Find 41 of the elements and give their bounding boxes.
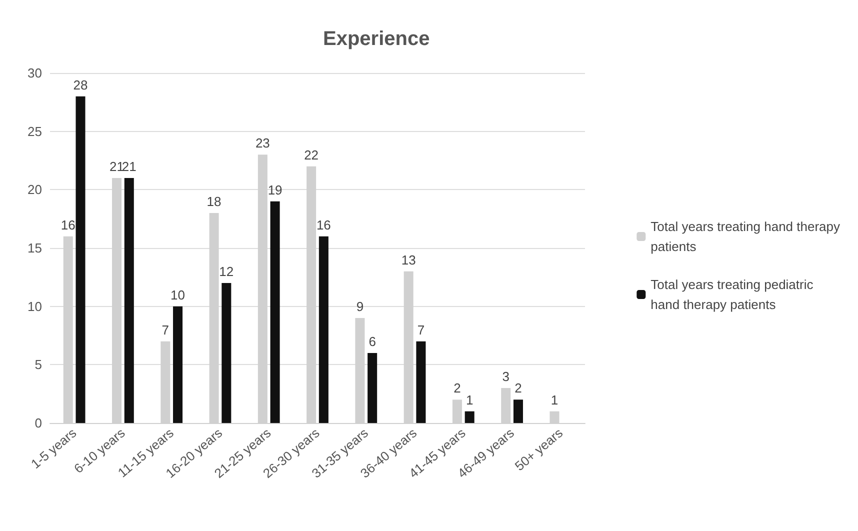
- bar: [318, 236, 328, 423]
- bar: [124, 178, 134, 423]
- y-tick-label: 25: [28, 124, 42, 139]
- data-label: 6: [368, 334, 376, 349]
- data-label: 1: [550, 392, 558, 408]
- bar: [222, 283, 232, 423]
- data-label: 22: [304, 147, 319, 162]
- data-label: 23: [255, 136, 270, 151]
- data-label: 21: [122, 159, 136, 174]
- data-label: 13: [401, 252, 416, 268]
- data-label: 9: [356, 299, 364, 314]
- legend-label: Total years treating pediatric hand therapy patients: [650, 277, 814, 312]
- y-tick-label: 15: [28, 240, 42, 256]
- y-tick-label: 20: [28, 182, 42, 198]
- y-tick-label: 5: [34, 357, 42, 372]
- chart-title: Experience: [323, 28, 430, 50]
- bar: [416, 341, 426, 423]
- y-tick-label: 0: [34, 416, 42, 430]
- bar: [76, 96, 86, 423]
- data-label: 7: [417, 322, 425, 338]
- bar: [368, 353, 378, 423]
- bar: [513, 400, 523, 423]
- data-label: 19: [268, 182, 282, 198]
- data-label: 12: [219, 264, 234, 279]
- data-label: 2: [454, 380, 461, 396]
- data-label: 18: [206, 194, 222, 209]
- data-label: 3: [502, 369, 510, 384]
- data-label: 7: [162, 322, 170, 338]
- y-tick-label: 30: [28, 66, 42, 80]
- bar: [270, 201, 280, 423]
- bar: [464, 411, 474, 423]
- data-label: 1: [466, 392, 474, 408]
- data-label: 21: [110, 159, 124, 174]
- data-label: 28: [73, 77, 88, 92]
- data-label: 2: [514, 380, 522, 396]
- data-label: 16: [60, 217, 76, 232]
- y-tick-label: 10: [28, 298, 42, 314]
- data-label: 16: [316, 217, 331, 232]
- bar: [173, 306, 183, 423]
- legend-label: Total years treating hand therapy patients: [650, 219, 840, 254]
- data-label: 10: [170, 287, 186, 302]
